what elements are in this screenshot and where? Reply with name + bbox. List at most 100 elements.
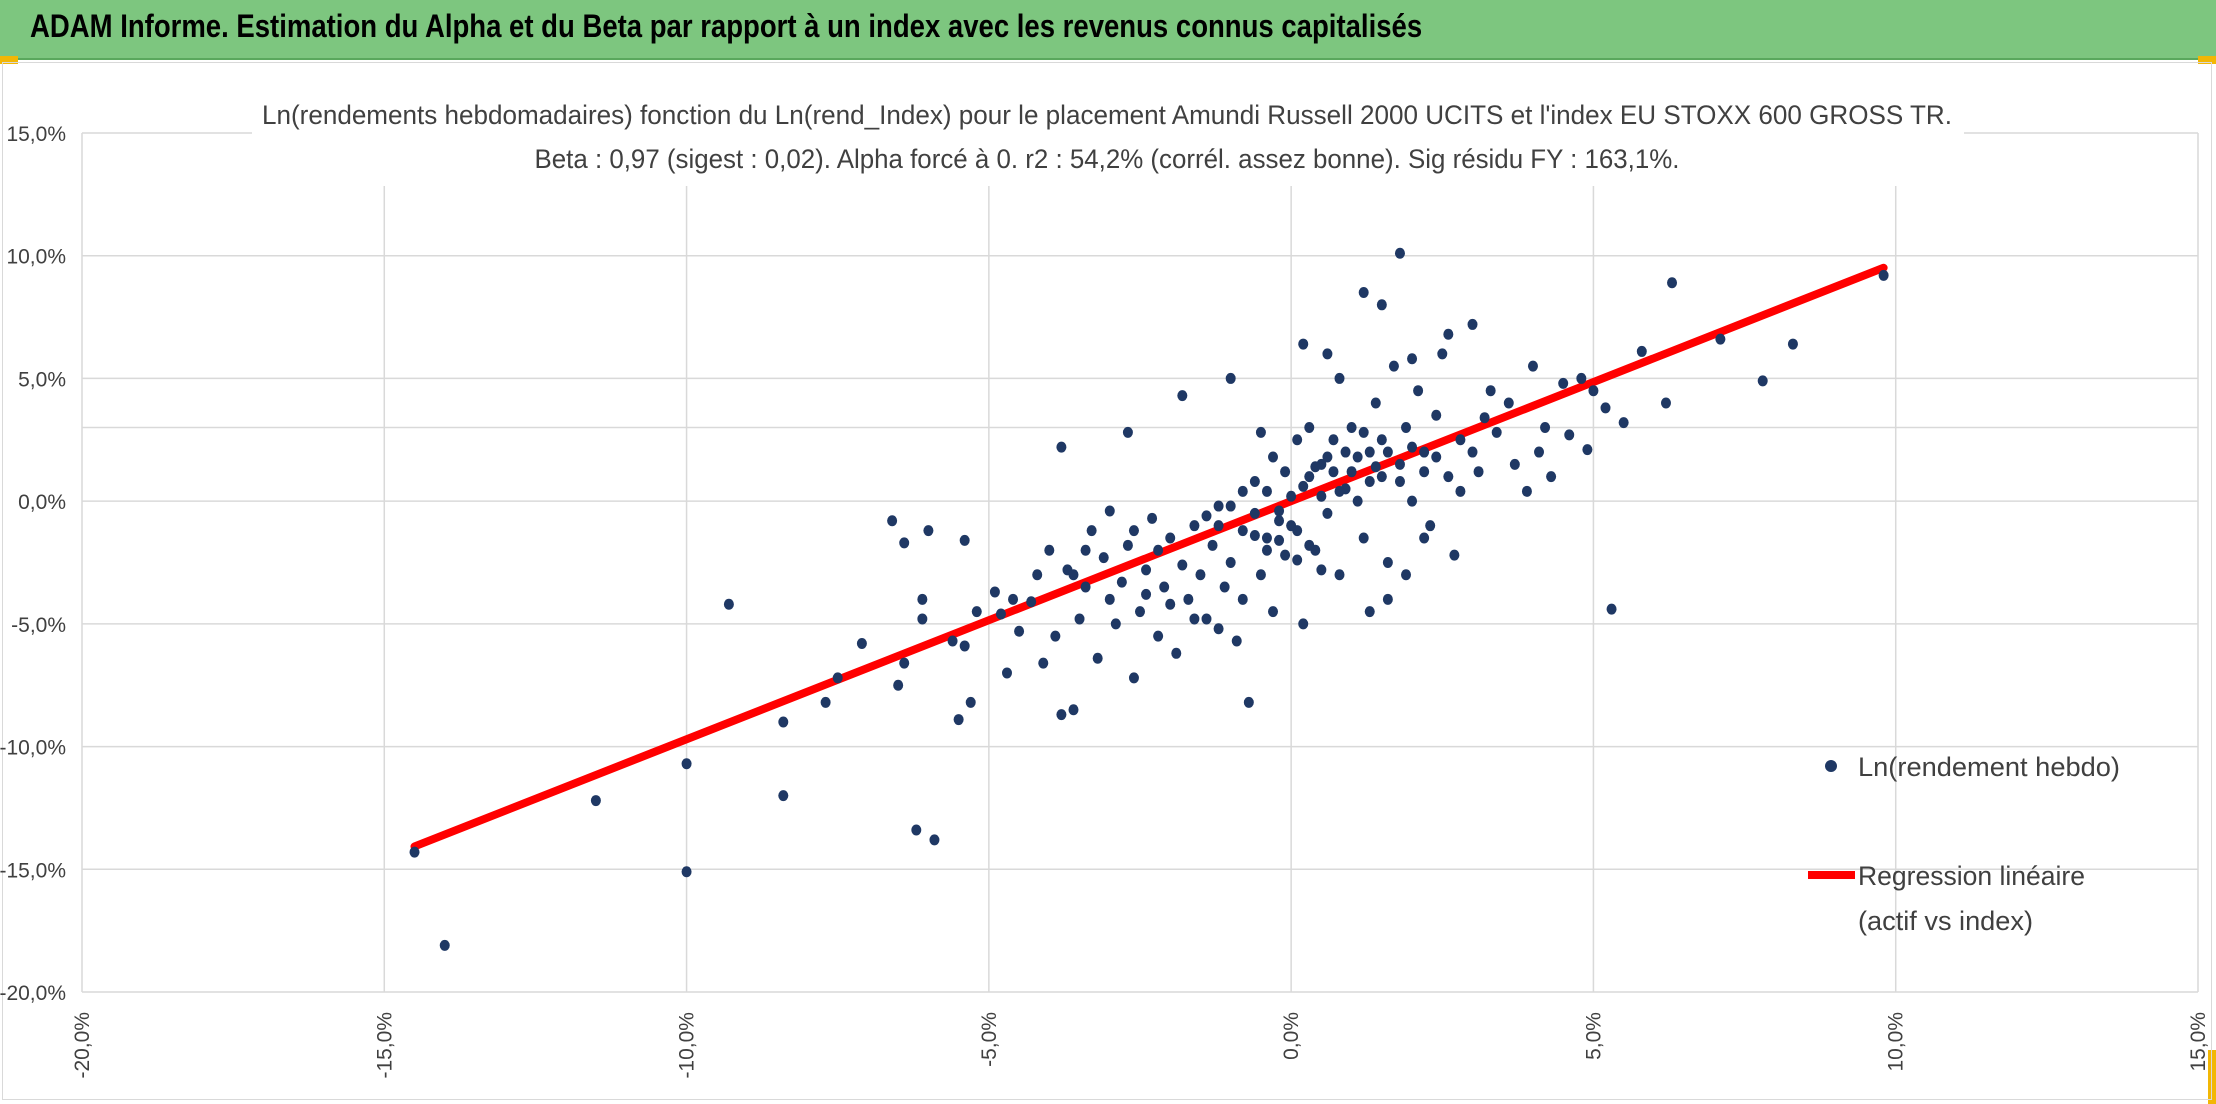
scatter-point <box>1419 446 1430 458</box>
scatter-point <box>1014 625 1025 637</box>
scatter-point <box>1237 525 1248 537</box>
y-tick-label: -10,0% <box>0 737 66 760</box>
y-tick-label: -5,0% <box>11 614 66 637</box>
scatter-point <box>1304 422 1315 434</box>
scatter-point <box>1600 402 1611 414</box>
scatter-point <box>1189 613 1200 625</box>
chart-frame <box>2 62 2212 1100</box>
scatter-point <box>1237 593 1248 605</box>
scatter-point <box>1177 559 1188 571</box>
scatter-point <box>1636 345 1647 357</box>
scatter-point <box>965 696 976 708</box>
scatter-point <box>1576 372 1587 384</box>
chart-grid <box>81 132 2199 993</box>
scatter-point <box>1110 618 1121 630</box>
scatter-point <box>1104 505 1115 517</box>
scatter-point <box>1334 569 1345 581</box>
scatter-point <box>1280 466 1291 478</box>
scatter-point <box>1255 426 1266 438</box>
scatter-point <box>1346 422 1357 434</box>
scatter-point <box>1419 466 1430 478</box>
scatter-point <box>1038 657 1049 669</box>
scatter-point <box>1316 490 1327 502</box>
scatter-point <box>1757 375 1768 387</box>
scatter-point <box>953 714 964 726</box>
scatter-point <box>1189 520 1200 532</box>
scatter-point <box>1274 505 1285 517</box>
scatter-point <box>1147 512 1158 524</box>
scatter-point <box>929 834 940 846</box>
scatter-point <box>1407 495 1418 507</box>
scatter-point <box>1225 557 1236 568</box>
scatter-point <box>1376 434 1387 446</box>
scatter-point <box>1298 338 1309 350</box>
scatter-point <box>1401 569 1412 581</box>
scatter-point <box>1540 422 1551 434</box>
scatter-point <box>1225 500 1236 512</box>
scatter-point <box>1141 564 1152 576</box>
scatter-point <box>1455 485 1466 497</box>
scatter-point <box>1660 397 1671 409</box>
scatter-point <box>1231 635 1242 647</box>
scatter-point <box>1068 704 1079 716</box>
corner-marker-right <box>2198 56 2216 64</box>
scatter-point <box>1292 554 1303 566</box>
y-tick-label: 5,0% <box>18 368 66 391</box>
scatter-point <box>1249 507 1260 519</box>
y-tick-label: -20,0% <box>0 982 66 1005</box>
scatter-point <box>959 640 970 652</box>
scatter-point <box>1376 299 1387 311</box>
scatter-point <box>1213 500 1224 512</box>
scatter-point <box>1334 372 1345 384</box>
scatter-point <box>1032 569 1043 581</box>
scatter-point <box>1153 544 1164 556</box>
scatter-point <box>1382 593 1393 605</box>
scatter-point <box>1376 471 1387 483</box>
scatter-point <box>1449 549 1460 561</box>
scatter-point <box>1564 429 1575 441</box>
scatter-point <box>899 657 910 669</box>
scatter-point <box>1304 471 1315 483</box>
scatter-point <box>1068 569 1079 581</box>
x-tick-label: 5,0% <box>1582 1012 1605 1060</box>
legend-label-scatter: Ln(rendement hebdo) <box>1858 752 2120 782</box>
scatter-point <box>1310 461 1321 473</box>
scatter-point <box>1135 606 1145 618</box>
scatter-point <box>1358 532 1369 544</box>
scatter-point <box>1122 426 1133 438</box>
scatter-point <box>1503 397 1514 409</box>
scatter-point <box>1243 696 1254 708</box>
scatter-point <box>989 586 1000 598</box>
scatter-point <box>1044 544 1055 556</box>
x-tick-label: 10,0% <box>1885 1012 1908 1072</box>
y-axis-ticks: 15,0% 10,0% 5,0% 0,0% -5,0% -10,0% -15,0% -20,0… <box>0 123 66 1005</box>
scatter-point <box>899 537 910 549</box>
scatter-point <box>1370 397 1381 409</box>
scatter-point <box>1546 471 1557 483</box>
scatter-point <box>1056 441 1067 453</box>
scatter-point <box>778 716 789 728</box>
scatter-point <box>1394 247 1405 259</box>
scatter-point <box>1558 377 1569 389</box>
scatter-point <box>820 696 831 708</box>
y-tick-label: 10,0% <box>6 246 66 269</box>
scatter-point <box>1667 277 1678 289</box>
scatter-point <box>1346 466 1357 478</box>
x-tick-label: -20,0% <box>71 1012 94 1079</box>
scatter-point <box>1606 603 1617 615</box>
scatter-point <box>1249 530 1260 542</box>
scatter-point <box>1455 434 1466 446</box>
scatter-point <box>1431 451 1442 463</box>
scatter-point <box>1334 485 1345 497</box>
scatter-point <box>1534 446 1545 458</box>
scatter-point <box>1382 557 1393 568</box>
scatter-point <box>1128 672 1139 684</box>
scatter-point <box>1026 596 1037 608</box>
scatter-point <box>1878 269 1889 281</box>
scatter-point <box>1001 667 1012 679</box>
scatter-point <box>1582 444 1593 456</box>
scatter-point <box>723 598 734 610</box>
scatter-point <box>1588 385 1599 397</box>
x-tick-label: 0,0% <box>1280 1012 1303 1060</box>
